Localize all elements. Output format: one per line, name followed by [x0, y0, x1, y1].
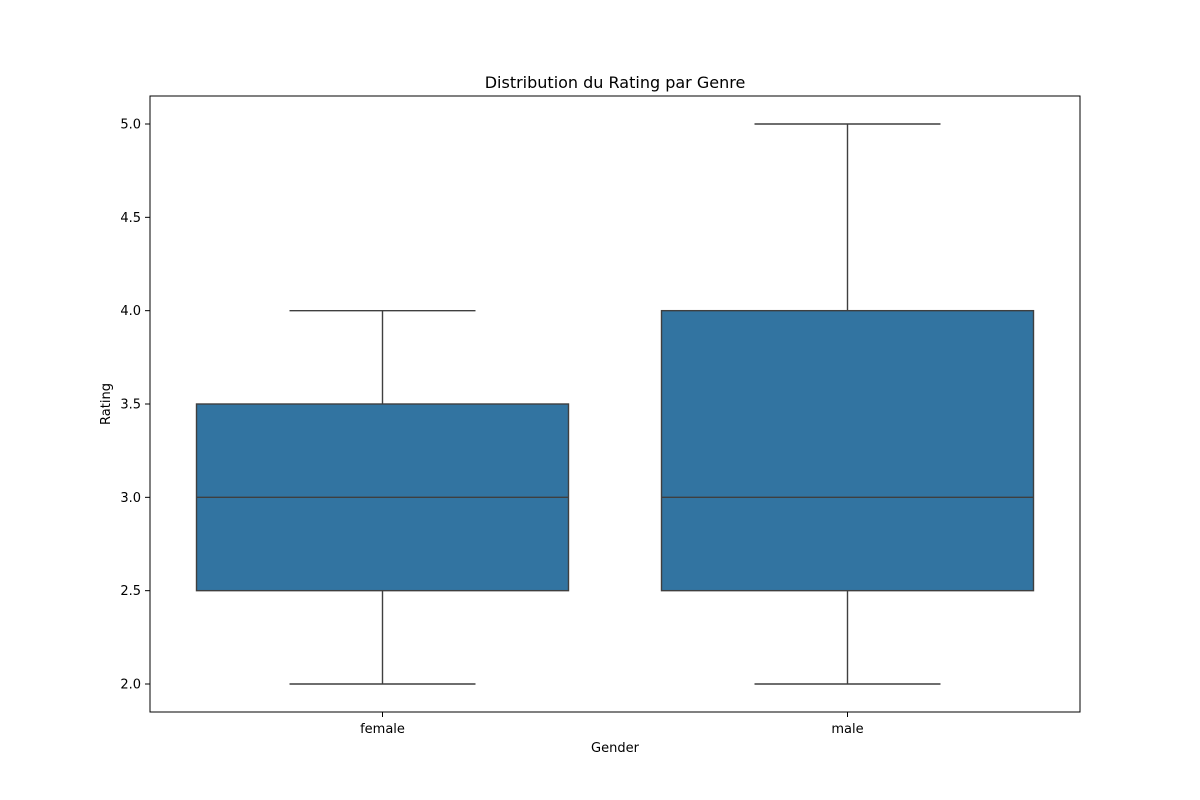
chart-title: Distribution du Rating par Genre	[485, 73, 746, 92]
y-tick-label: 2.5	[120, 584, 141, 599]
y-tick-label: 3.5	[120, 398, 141, 413]
y-tick-label: 2.0	[120, 678, 141, 693]
iqr-box	[660, 309, 1035, 592]
y-tick-label: 3.0	[120, 491, 141, 506]
y-axis-label: Rating	[99, 383, 114, 425]
x-tick-label: female	[360, 722, 405, 737]
x-axis-label: Gender	[591, 741, 640, 756]
y-tick-label: 4.5	[120, 211, 141, 226]
y-tick-label: 4.0	[120, 304, 141, 319]
y-tick-label: 5.0	[120, 118, 141, 133]
box-male	[660, 123, 1035, 685]
x-tick-label: male	[831, 722, 863, 737]
x-axis: female male	[360, 712, 864, 737]
y-axis: 2.0 2.5 3.0 3.5 4.0 4.5 5.0	[120, 118, 150, 693]
boxes-layer	[195, 123, 1035, 685]
box-female	[195, 309, 570, 685]
